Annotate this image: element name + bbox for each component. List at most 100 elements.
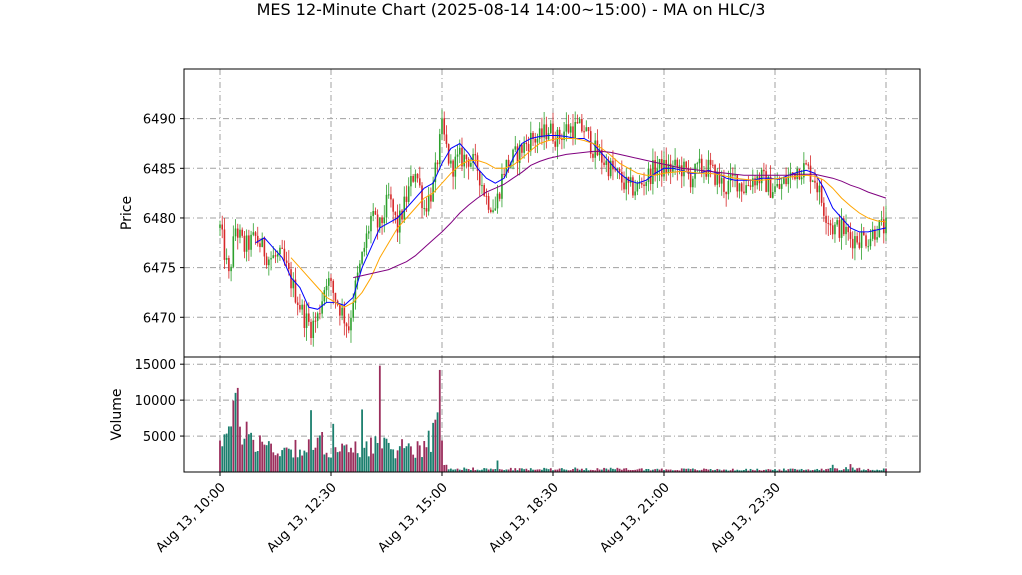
candle-body bbox=[458, 147, 461, 155]
candle-body bbox=[492, 210, 494, 212]
candle-body bbox=[490, 209, 492, 212]
volume-bar bbox=[543, 467, 546, 472]
candle-body bbox=[674, 159, 676, 166]
x-tick-label: Aug 13, 23:30 bbox=[708, 480, 784, 556]
price-tick-label: 6470 bbox=[143, 311, 176, 326]
candle-body bbox=[705, 171, 707, 177]
candle-body bbox=[778, 183, 781, 189]
volume-bar bbox=[745, 468, 748, 472]
volume-bar bbox=[407, 443, 410, 472]
volume-bar bbox=[805, 469, 807, 472]
volume-bar bbox=[811, 469, 814, 472]
candle-body bbox=[399, 210, 401, 233]
candle-body bbox=[545, 124, 548, 140]
candle-body bbox=[594, 140, 596, 158]
volume-bar bbox=[367, 456, 370, 472]
volume-bar bbox=[554, 469, 557, 472]
candle-body bbox=[272, 255, 275, 259]
candle-body bbox=[414, 173, 417, 182]
candle-body bbox=[483, 185, 485, 196]
candle-body bbox=[869, 238, 872, 247]
candle-body bbox=[230, 266, 232, 272]
candles bbox=[219, 109, 887, 347]
volume-bar bbox=[627, 469, 630, 472]
candle-body bbox=[765, 171, 767, 192]
volume-bar bbox=[840, 470, 843, 472]
candle-body bbox=[541, 128, 543, 138]
candle-body bbox=[860, 232, 863, 248]
candle-body bbox=[347, 326, 350, 331]
volume-bar bbox=[536, 469, 539, 472]
candle-body bbox=[689, 174, 692, 188]
volume-bar bbox=[718, 469, 721, 472]
moving-average-line bbox=[290, 138, 887, 308]
candle-body bbox=[514, 146, 517, 150]
candle-body bbox=[465, 154, 468, 160]
candle-body bbox=[416, 173, 419, 179]
volume-bar bbox=[842, 469, 845, 472]
candle-body bbox=[827, 222, 830, 224]
candle-body bbox=[565, 124, 568, 132]
candle-body bbox=[407, 186, 410, 202]
volume-bar bbox=[723, 469, 725, 472]
volume-bar bbox=[603, 467, 605, 472]
volume-bar bbox=[771, 469, 774, 472]
volume-bar bbox=[221, 446, 224, 472]
volume-bar bbox=[281, 450, 284, 472]
candle-body bbox=[512, 149, 514, 163]
candle-body bbox=[567, 124, 570, 133]
volume-bar bbox=[296, 457, 299, 472]
volume-bar bbox=[614, 469, 617, 472]
x-tick-label: Aug 13, 21:00 bbox=[597, 480, 673, 556]
volume-bar bbox=[862, 469, 865, 472]
candle-body bbox=[709, 159, 712, 165]
volume-bar bbox=[583, 470, 585, 472]
volume-bar bbox=[851, 467, 854, 472]
candle-body bbox=[496, 193, 499, 209]
candle-body bbox=[314, 320, 317, 322]
volume-bar bbox=[376, 442, 379, 472]
volume-bar bbox=[667, 469, 670, 472]
volume-bar bbox=[780, 470, 783, 472]
candle-body bbox=[283, 248, 286, 261]
price-axis-label: Price bbox=[119, 196, 135, 230]
volume-bar bbox=[401, 439, 403, 472]
volume-grid bbox=[184, 357, 920, 472]
volume-bar bbox=[327, 457, 330, 472]
volume-bar bbox=[378, 365, 381, 472]
volume-bar bbox=[758, 470, 761, 472]
volume-bar bbox=[381, 448, 383, 472]
candle-body bbox=[454, 156, 457, 177]
candle-body bbox=[707, 159, 710, 177]
candle-body bbox=[880, 219, 883, 221]
volume-bar bbox=[576, 468, 579, 472]
volume-bar bbox=[292, 457, 295, 472]
volume-bar bbox=[700, 469, 703, 472]
candle-body bbox=[858, 242, 861, 248]
volume-bar bbox=[800, 468, 803, 472]
volume-bar bbox=[299, 449, 301, 472]
candle-body bbox=[503, 173, 505, 175]
price-grid bbox=[184, 69, 920, 357]
volume-bar bbox=[423, 440, 426, 472]
candle-body bbox=[734, 174, 736, 176]
candle-body bbox=[299, 305, 301, 310]
candle-body bbox=[876, 237, 878, 240]
volume-bar bbox=[347, 452, 350, 472]
candle-body bbox=[392, 199, 394, 212]
volume-bar bbox=[358, 457, 361, 472]
volume-bar bbox=[370, 437, 372, 472]
candle-body bbox=[538, 128, 541, 139]
volume-bar bbox=[849, 464, 852, 472]
candle-body bbox=[330, 278, 332, 281]
candle-body bbox=[456, 154, 459, 157]
candle-body bbox=[390, 194, 392, 200]
volume-bar bbox=[345, 444, 348, 472]
volume-bar bbox=[438, 369, 441, 472]
volume-bar bbox=[709, 469, 712, 472]
candle-body bbox=[521, 144, 523, 153]
candle-body bbox=[405, 196, 408, 202]
volume-bar bbox=[858, 467, 861, 472]
volume-bar bbox=[247, 434, 250, 472]
